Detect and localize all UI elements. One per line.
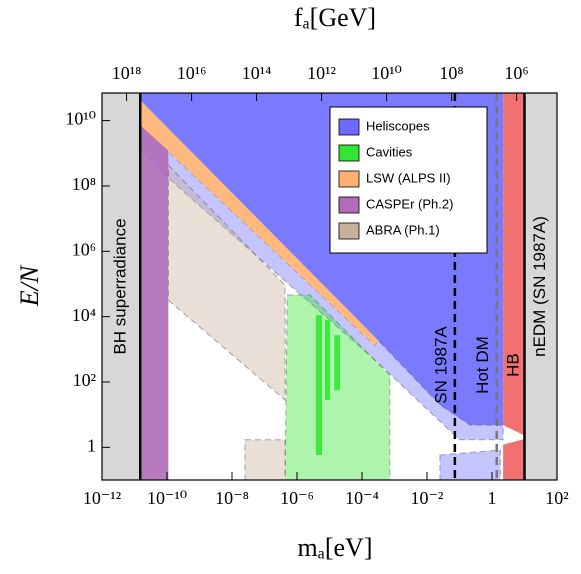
- x2-tick-label: 10¹⁶: [177, 63, 207, 83]
- x2-tick-label: 10⁸: [439, 63, 463, 83]
- x2-axis-title: fₐ[GeV]: [294, 3, 376, 32]
- constraint-label: HB: [503, 353, 522, 377]
- x2-tick-label: 10⁶: [504, 63, 528, 83]
- y-tick-label: 10⁶: [72, 239, 96, 259]
- y-tick-label: 10⁸: [72, 174, 96, 194]
- constraint-region: [503, 93, 525, 436]
- legend-swatch: [338, 118, 360, 136]
- series-region: [324, 320, 331, 401]
- series-region: [244, 439, 286, 480]
- legend-label: CASPEr (Ph.2): [366, 196, 453, 211]
- x-tick-label: 10⁻⁶: [280, 488, 314, 508]
- legend-swatch: [338, 144, 360, 162]
- x-tick-label: 1: [488, 488, 497, 508]
- y-tick-label: 10⁴: [72, 305, 96, 325]
- y-axis-title: E/N: [15, 264, 44, 307]
- x-tick-label: 10⁻²: [411, 488, 444, 508]
- series-region: [315, 315, 323, 456]
- constraint-label: SN 1987A: [431, 326, 450, 404]
- legend-label: LSW (ALPS II): [366, 170, 451, 185]
- y-tick-label: 10¹⁰: [65, 109, 96, 129]
- plot-area: [102, 93, 557, 480]
- y-tick-label: 10²: [73, 370, 96, 390]
- legend-swatch: [338, 170, 360, 188]
- constraint-label: nEDM (SN 1987A): [530, 216, 549, 357]
- series-region: [140, 100, 378, 346]
- plot-frame: [101, 92, 558, 481]
- constraint-region: [524, 93, 557, 480]
- legend-swatch: [338, 196, 360, 214]
- series-region: [167, 164, 286, 402]
- constraint-region: [102, 93, 141, 480]
- x-tick-label: 10⁻¹⁰: [147, 488, 187, 508]
- legend-label: Heliscopes: [366, 118, 430, 133]
- series-region: [139, 124, 504, 441]
- x2-tick-label: 10¹²: [307, 63, 336, 83]
- x-tick-label: 10²: [545, 488, 568, 508]
- x-tick-label: 10⁻¹²: [83, 488, 121, 508]
- legend-label: ABRA (Ph.1): [366, 222, 440, 237]
- x-tick-label: 10⁻⁴: [345, 488, 379, 508]
- x2-tick-label: 10¹⁴: [242, 63, 272, 83]
- x-axis-title: mₐ[eV]: [298, 533, 373, 562]
- constraint-label: Hot DM: [473, 336, 492, 394]
- series-region: [140, 125, 169, 480]
- x-tick-label: 10⁻⁸: [215, 488, 249, 508]
- y-tick-label: 1: [87, 435, 96, 455]
- x2-tick-label: 10¹⁰: [371, 63, 402, 83]
- series-region: [439, 449, 501, 480]
- legend-label: Cavities: [366, 144, 413, 159]
- x2-tick-label: 10¹⁸: [112, 63, 142, 83]
- series-region: [334, 335, 340, 391]
- constraint-label: BH superradiance: [111, 218, 130, 354]
- constraint-region: [503, 438, 525, 480]
- legend-swatch: [338, 222, 360, 240]
